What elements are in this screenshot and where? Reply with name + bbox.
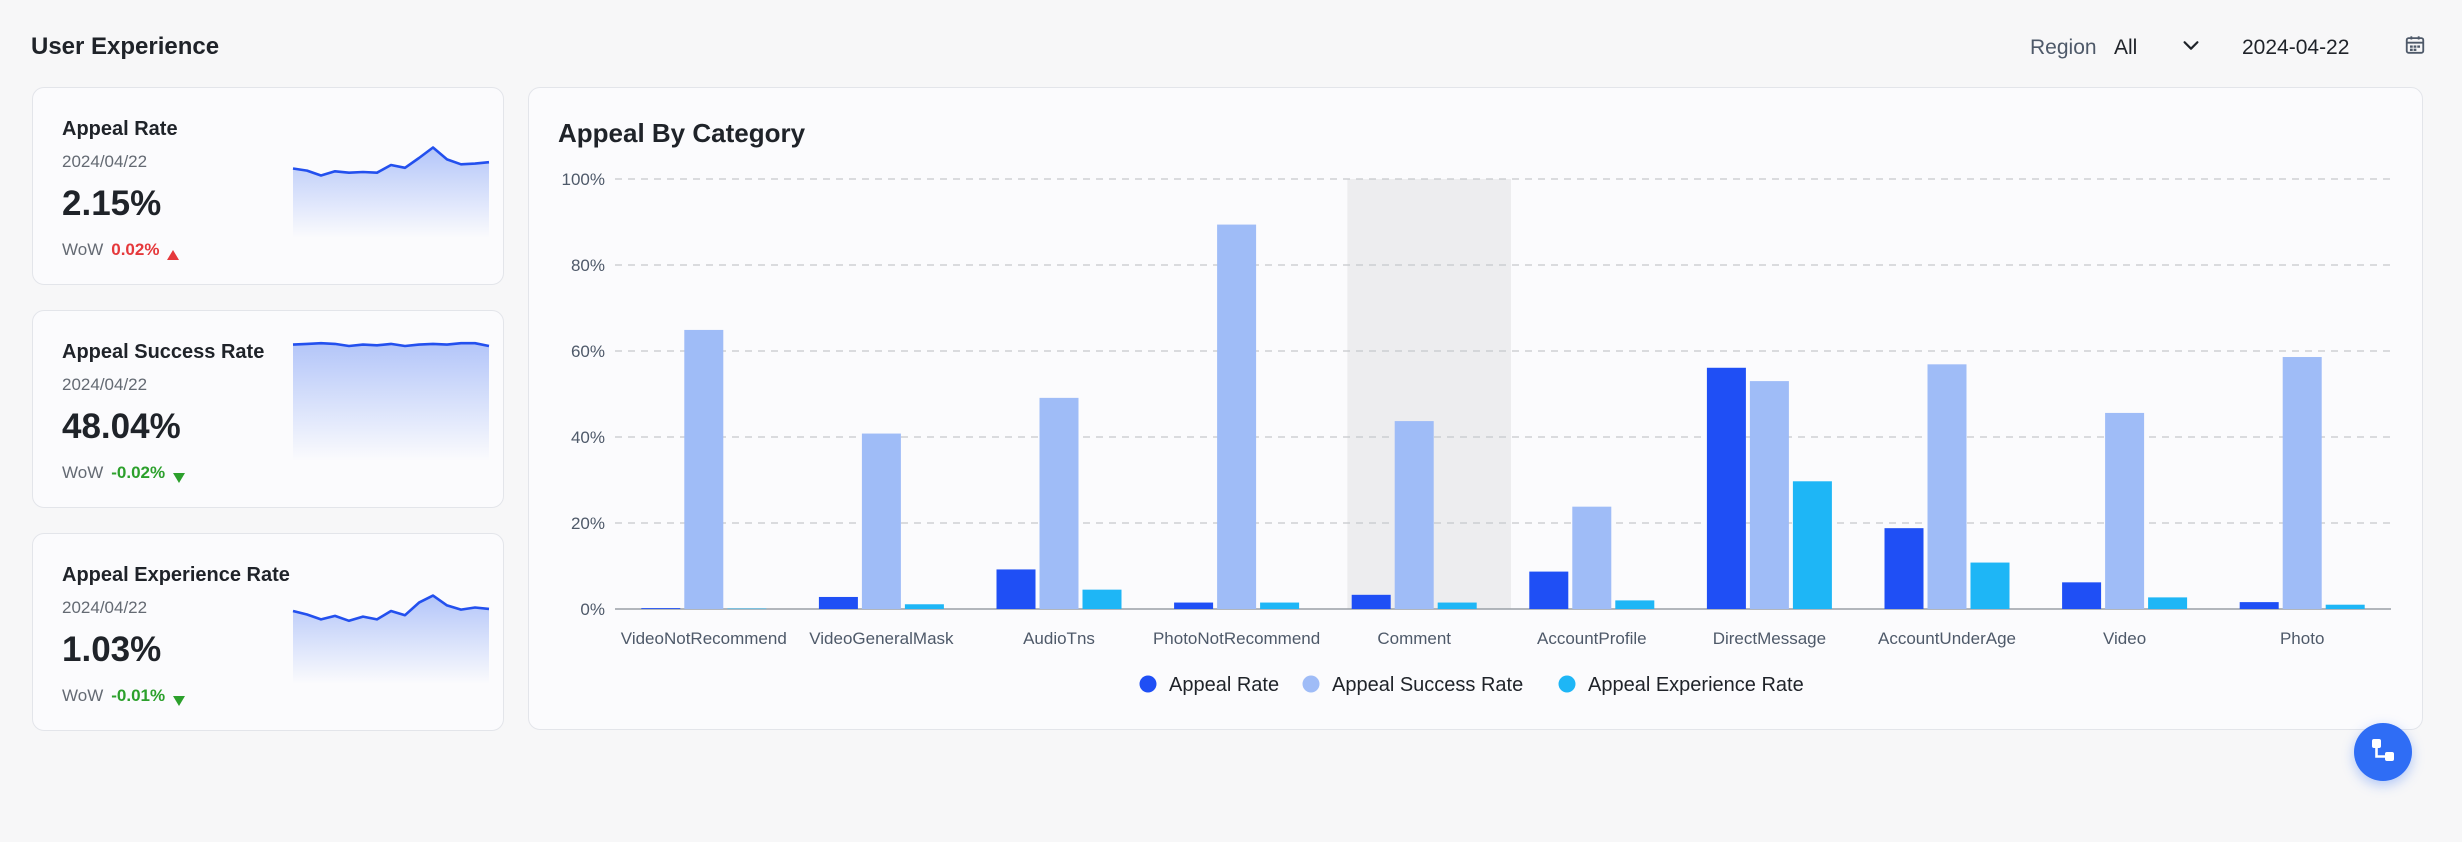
- legend-label: Appeal Success Rate: [1332, 674, 1523, 696]
- wow-label: WoW: [62, 463, 104, 482]
- bar: [727, 608, 767, 610]
- metric-card-appeal-experience-rate[interactable]: Appeal Experience Rate 2024/04/22 1.03% …: [32, 533, 504, 731]
- bar: [1394, 421, 1434, 609]
- bar: [1039, 397, 1079, 609]
- bar: [1260, 602, 1300, 609]
- flow-icon: [2369, 736, 2397, 769]
- metric-value: 48.04%: [62, 407, 181, 446]
- wow-label: WoW: [62, 686, 104, 705]
- bar: [1706, 367, 1746, 609]
- y-tick-label: 20%: [571, 514, 605, 533]
- bar: [641, 608, 681, 609]
- bar: [2239, 602, 2279, 609]
- bar: [1884, 528, 1924, 609]
- metric-date: 2024/04/22: [62, 375, 148, 394]
- x-tick-label: Video: [2103, 629, 2146, 648]
- bar: [1529, 571, 1569, 609]
- chart-title: Appeal By Category: [558, 118, 806, 148]
- bar: [1749, 381, 1789, 609]
- bar: [1615, 600, 1655, 609]
- metric-date: 2024/04/22: [62, 598, 148, 617]
- sparkline-line: [292, 594, 490, 623]
- y-tick-label: 40%: [571, 428, 605, 447]
- bar: [904, 604, 944, 609]
- region-label: Region: [2030, 36, 2097, 59]
- bar: [684, 329, 724, 609]
- bar: [2325, 604, 2365, 609]
- metric-value: 1.03%: [62, 630, 162, 669]
- legend-marker: [1302, 675, 1320, 693]
- metric-card-appeal-success-rate[interactable]: Appeal Success Rate 2024/04/22 48.04% Wo…: [32, 310, 504, 508]
- legend-marker: [1139, 675, 1157, 693]
- trend-down-icon: [173, 691, 186, 706]
- metric-wow: WoW -0.02%: [62, 463, 186, 483]
- y-tick-label: 80%: [571, 256, 605, 275]
- region-select[interactable]: All: [2114, 30, 2202, 66]
- flow-fab-button[interactable]: [2354, 723, 2412, 781]
- y-tick-label: 0%: [580, 600, 605, 619]
- bar: [2062, 582, 2102, 609]
- x-tick-label: AccountUnderAge: [1878, 629, 2016, 648]
- bar: [996, 569, 1036, 609]
- sparkline: [292, 341, 490, 461]
- x-tick-label: Photo: [2280, 629, 2324, 648]
- section-title: User Experience: [31, 33, 220, 60]
- bar: [2105, 412, 2145, 609]
- legend-label: Appeal Experience Rate: [1588, 674, 1804, 696]
- x-tick-label: AccountProfile: [1537, 629, 1647, 648]
- appeal-by-category-chart: 0% 20% 40% 60% 80% 100% VideoNotRecommend Video…: [562, 170, 2391, 696]
- metric-wow: WoW -0.01%: [62, 686, 186, 706]
- metric-title: Appeal Rate: [62, 118, 178, 140]
- wow-delta: 0.02%: [111, 240, 160, 259]
- bar: [1970, 562, 2010, 609]
- metric-card-appeal-rate[interactable]: Appeal Rate 2024/04/22 2.15% WoW 0.02%: [32, 87, 504, 285]
- bar: [818, 596, 858, 609]
- sparkline: [292, 594, 490, 684]
- legend-marker: [1558, 675, 1576, 693]
- region-value: All: [2114, 36, 2138, 59]
- date-value: 2024-04-22: [2242, 36, 2350, 59]
- sparkline-line: [292, 146, 490, 177]
- metric-value: 2.15%: [62, 184, 162, 223]
- x-tick-label: DirectMessage: [1713, 629, 1826, 648]
- bar: [2282, 357, 2322, 609]
- bar: [1082, 589, 1122, 609]
- x-tick-label: VideoGeneralMask: [809, 629, 954, 648]
- bar: [1572, 506, 1612, 609]
- bar: [1217, 224, 1257, 609]
- x-tick-label: Comment: [1377, 629, 1451, 648]
- metric-title: Appeal Experience Rate: [62, 564, 290, 586]
- bar: [1927, 364, 1967, 609]
- wow-delta: -0.02%: [111, 463, 166, 482]
- date-picker[interactable]: 2024-04-22: [2242, 30, 2426, 66]
- trend-down-icon: [173, 468, 186, 483]
- y-tick-label: 60%: [571, 342, 605, 361]
- bar: [2148, 597, 2188, 609]
- wow-delta: -0.01%: [111, 686, 166, 705]
- chevron-down-icon: [2180, 34, 2202, 62]
- metric-wow: WoW 0.02%: [62, 240, 180, 260]
- sparkline-area: [293, 147, 489, 238]
- x-tick-label: PhotoNotRecommend: [1153, 629, 1320, 648]
- metric-title: Appeal Success Rate: [62, 341, 265, 363]
- bar: [861, 433, 901, 609]
- y-tick-label: 100%: [562, 170, 605, 189]
- bar: [1437, 602, 1477, 609]
- wow-label: WoW: [62, 240, 104, 259]
- sparkline-line: [292, 341, 490, 348]
- legend-label: Appeal Rate: [1169, 674, 1279, 696]
- sparkline-area: [293, 595, 489, 684]
- bar: [1174, 602, 1214, 609]
- sparkline: [292, 146, 490, 238]
- calendar-icon: [2404, 34, 2426, 62]
- sparkline-area: [293, 343, 489, 461]
- metric-date: 2024/04/22: [62, 152, 148, 171]
- x-tick-label: AudioTns: [1023, 629, 1095, 648]
- bar: [1351, 594, 1391, 609]
- bar: [1792, 481, 1832, 609]
- trend-up-icon: [167, 245, 180, 260]
- x-tick-label: VideoNotRecommend: [621, 629, 787, 648]
